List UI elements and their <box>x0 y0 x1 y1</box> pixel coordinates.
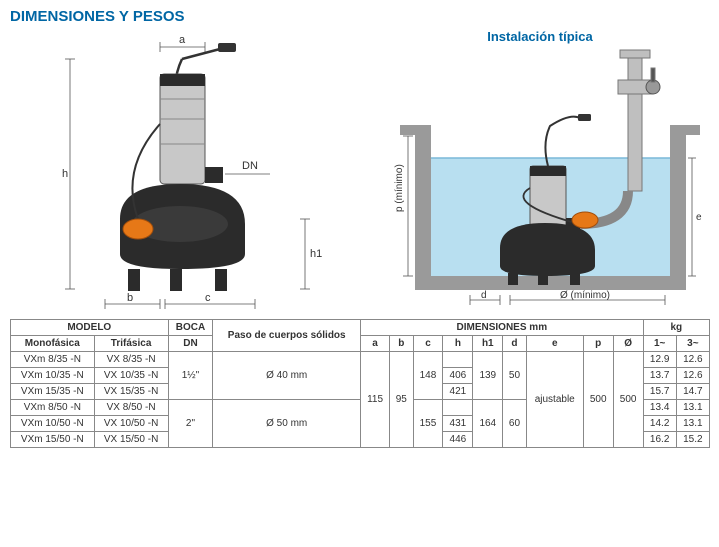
cell-boca: 1½" <box>168 352 213 400</box>
diagram-row: a h h1 DN b c Instalación típica <box>0 29 719 319</box>
hdr-h1: h1 <box>473 336 503 352</box>
cell-mono: VXm 8/35 -N <box>11 352 95 368</box>
install-title: Instalación típica <box>370 29 710 44</box>
cell-p: 500 <box>583 352 613 448</box>
hdr-e: e <box>526 336 583 352</box>
diagram-installation: Instalación típica <box>370 29 710 311</box>
cell-d: 50 <box>503 352 526 400</box>
hdr-tri: Trifásica <box>94 336 168 352</box>
hdr-diam: Ø <box>613 336 643 352</box>
hdr-p: p <box>583 336 613 352</box>
cell-paso: Ø 40 mm <box>213 352 361 400</box>
cell-diam: 500 <box>613 352 643 448</box>
cell-b: 95 <box>390 352 413 448</box>
cell-kg3: 12.6 <box>676 352 709 368</box>
cell-kg1: 12.9 <box>643 352 676 368</box>
hdr-dim: DIMENSIONES mm <box>361 320 644 336</box>
table-row: VXm 8/35 -N VX 8/35 -N 1½" Ø 40 mm 115 9… <box>11 352 710 368</box>
hdr-a: a <box>361 336 390 352</box>
hdr-c: c <box>413 336 443 352</box>
dim-c: c <box>205 292 211 304</box>
hdr-d: d <box>503 336 526 352</box>
cell-tri: VX 8/35 -N <box>94 352 168 368</box>
diagram-dimensions: a h h1 DN b c <box>10 29 350 311</box>
hdr-h: h <box>443 336 473 352</box>
hdr-paso: Paso de cuerpos sólidos <box>213 320 361 352</box>
spec-table: MODELO BOCA Paso de cuerpos sólidos DIME… <box>10 319 710 448</box>
hdr-modelo: MODELO <box>11 320 169 336</box>
hdr-3ph: 3~ <box>676 336 709 352</box>
cell-h <box>443 352 473 368</box>
hdr-boca: BOCA <box>168 320 213 336</box>
dim-a: a <box>179 34 186 46</box>
hdr-b: b <box>390 336 413 352</box>
cell-e: ajustable <box>526 352 583 448</box>
dim-h1: h1 <box>310 248 322 260</box>
dim-diam: Ø (mínimo) <box>560 290 610 301</box>
hdr-mono: Monofásica <box>11 336 95 352</box>
cell-c: 148 <box>413 352 443 400</box>
hdr-dn: DN <box>168 336 213 352</box>
page-title: DIMENSIONES Y PESOS <box>0 0 719 29</box>
dim-b: b <box>127 292 133 304</box>
hdr-1ph: 1~ <box>643 336 676 352</box>
cell-h1: 139 <box>473 352 503 400</box>
dim-h: h <box>62 168 68 180</box>
dim-d: d <box>481 290 487 301</box>
cell-a: 115 <box>361 352 390 448</box>
dim-p: p (mínimo) <box>394 164 405 212</box>
dim-e: e <box>696 212 702 223</box>
dim-dn: DN <box>242 160 258 172</box>
hdr-kg: kg <box>643 320 709 336</box>
